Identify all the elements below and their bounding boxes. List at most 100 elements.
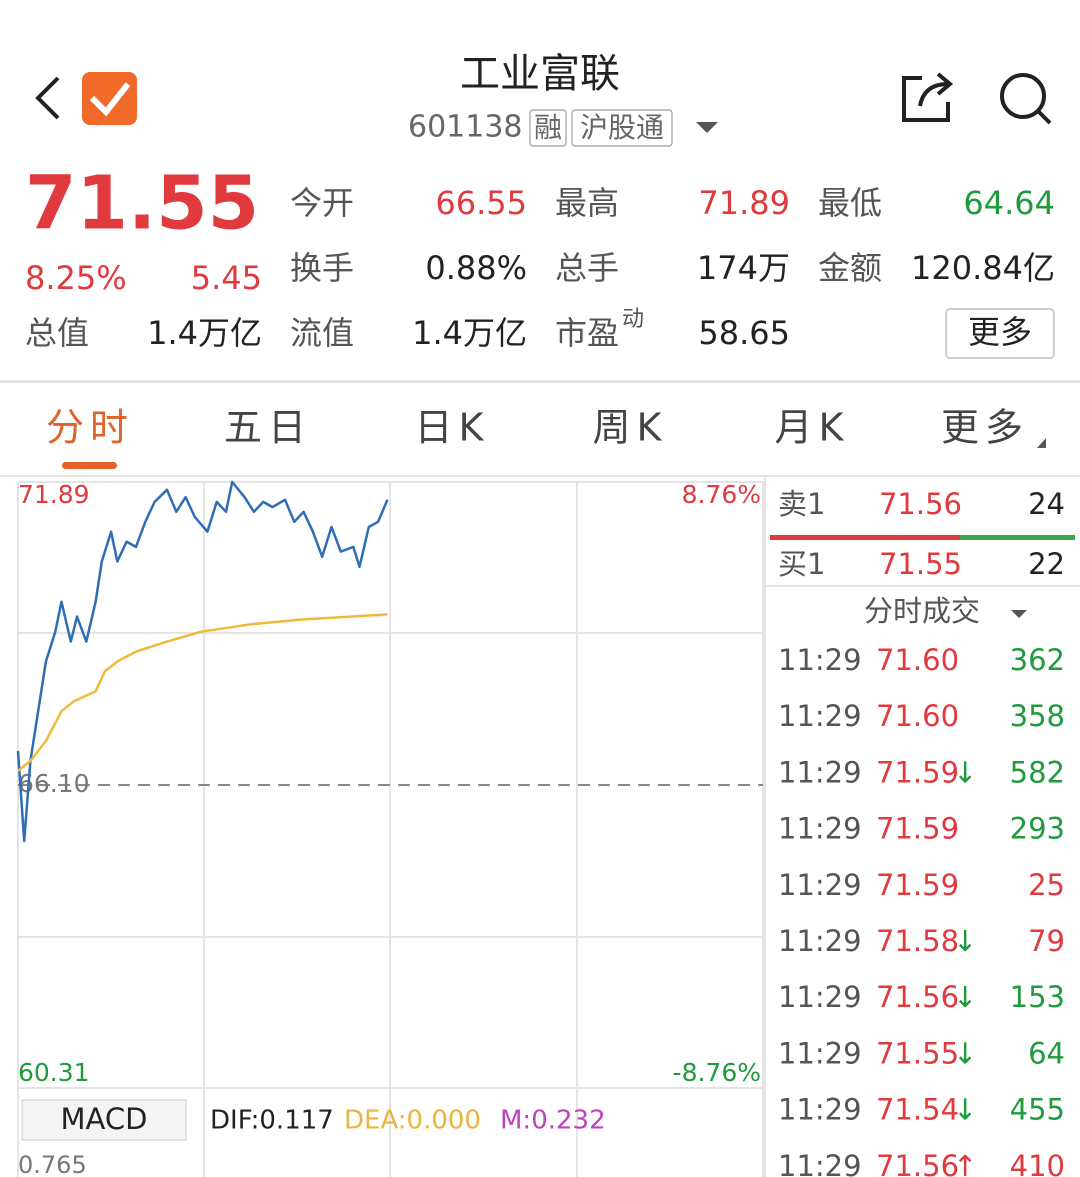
- tab[interactable]: 周K: [593, 406, 668, 450]
- stat-label: 金额: [818, 249, 882, 287]
- trade-time: 11:29: [778, 755, 862, 789]
- trade-price: 71.56: [876, 980, 959, 1014]
- trade-price: 71.59: [876, 755, 959, 789]
- trade-price: 71.58: [876, 924, 959, 958]
- badge-box: [571, 109, 673, 147]
- trade-volume: 410: [1010, 1149, 1065, 1177]
- divider: [0, 475, 1080, 477]
- trade-time: 11:29: [778, 812, 862, 846]
- tab[interactable]: 更多: [941, 406, 1029, 450]
- tab-more-arrow: [1037, 438, 1046, 448]
- stat-value: 58.65: [698, 314, 790, 352]
- y2-tick-label: -8.76%: [673, 1058, 761, 1087]
- stat-value: 0.88%: [425, 249, 527, 287]
- trade-volume: 64: [1028, 1036, 1065, 1070]
- y-tick-label: 71.89: [18, 480, 90, 509]
- tab[interactable]: 月K: [775, 406, 850, 450]
- price-line: [17, 613, 388, 772]
- trades-dropdown[interactable]: [1011, 610, 1027, 618]
- stat-label: 最低: [818, 184, 882, 222]
- stat-label: 换手: [290, 249, 354, 287]
- y2-tick-label: 8.76%: [682, 480, 761, 509]
- change-percent: 8.25%: [25, 259, 127, 297]
- chart-frame: [17, 481, 764, 1177]
- trade-arrow: ↓: [953, 924, 977, 958]
- ask-volume: 24: [1028, 487, 1065, 521]
- macd-dif: DIF:0.117: [210, 1106, 334, 1136]
- more-button[interactable]: [945, 308, 1055, 359]
- badge: 融: [534, 111, 562, 144]
- stat-label: 今开: [290, 184, 354, 222]
- tab-active[interactable]: 分时: [46, 406, 134, 450]
- bid-price: 71.55: [879, 547, 962, 581]
- badge-box: [529, 109, 567, 147]
- trade-volume: 153: [1010, 980, 1065, 1014]
- search-icon[interactable]: [1000, 73, 1052, 125]
- stat-label: 市盈: [555, 314, 619, 352]
- trade-arrow: ↓: [953, 1093, 977, 1127]
- stat-value: 66.55: [435, 184, 527, 222]
- trade-volume: 358: [1010, 699, 1065, 733]
- trade-arrow: ↓: [953, 980, 977, 1014]
- trade-price: 71.59: [876, 868, 959, 902]
- trade-time: 11:29: [778, 924, 862, 958]
- stock-code: 601138: [408, 110, 523, 145]
- dropdown-arrow[interactable]: [696, 122, 718, 133]
- tab-underline: [62, 462, 117, 469]
- share-icon[interactable]: [902, 72, 954, 122]
- stat-value: 1.4万亿: [147, 314, 262, 352]
- trade-time: 11:29: [778, 1149, 862, 1177]
- trade-time: 11:29: [778, 699, 862, 733]
- trade-price: 71.59: [876, 812, 959, 846]
- stat-label: 总手: [555, 249, 619, 287]
- trade-arrow: ↓: [953, 1036, 977, 1070]
- ask-bar: [770, 535, 960, 540]
- trade-arrow: ↑: [953, 1149, 977, 1177]
- trade-volume: 455: [1010, 1093, 1065, 1127]
- trade-volume: 582: [1010, 755, 1065, 789]
- bid-bar: [960, 535, 1075, 540]
- trade-price: 71.60: [876, 643, 959, 677]
- macd-button[interactable]: [21, 1099, 187, 1141]
- back-icon[interactable]: [35, 76, 60, 120]
- stat-value: 71.89: [698, 184, 790, 222]
- bid-label: 买1: [778, 547, 825, 581]
- trade-time: 11:29: [778, 980, 862, 1014]
- divider: [0, 380, 1080, 383]
- stat-label-sup: 动: [622, 307, 644, 332]
- stock-name: 工业富联: [460, 51, 620, 97]
- trade-arrow: ↓: [953, 755, 977, 789]
- badge: 沪股通: [580, 111, 664, 144]
- app-icon[interactable]: [82, 72, 137, 125]
- y-tick-label: 60.31: [18, 1058, 90, 1087]
- more-button-label[interactable]: 更多: [968, 313, 1032, 351]
- ask-price: 71.56: [879, 487, 962, 521]
- divider: [765, 585, 1080, 587]
- trade-volume: 362: [1010, 643, 1065, 677]
- trade-volume: 25: [1028, 868, 1065, 902]
- trade-time: 11:29: [778, 1093, 862, 1127]
- stat-label: 总值: [25, 314, 89, 352]
- stat-value: 120.84亿: [911, 249, 1055, 287]
- macd-dea: DEA:0.000: [344, 1106, 481, 1136]
- trade-price: 71.54: [876, 1093, 959, 1127]
- trades-title[interactable]: 分时成交: [864, 594, 980, 628]
- trade-price: 71.55: [876, 1036, 959, 1070]
- last-price: 71.55: [25, 161, 259, 247]
- macd-button-label[interactable]: MACD: [61, 1102, 148, 1136]
- stat-value: 1.4万亿: [412, 314, 527, 352]
- tab[interactable]: 日K: [415, 406, 490, 450]
- trade-time: 11:29: [778, 1036, 862, 1070]
- tab[interactable]: 五日: [224, 406, 312, 450]
- stat-label: 最高: [555, 184, 619, 222]
- trade-price: 71.60: [876, 699, 959, 733]
- trade-time: 11:29: [778, 643, 862, 677]
- change: 5.45: [191, 259, 262, 297]
- stat-label: 流值: [290, 314, 354, 352]
- macd-m: M:0.232: [500, 1106, 606, 1136]
- stat-value: 174万: [697, 249, 790, 287]
- ask-label: 卖1: [778, 487, 825, 521]
- stat-value: 64.64: [963, 184, 1055, 222]
